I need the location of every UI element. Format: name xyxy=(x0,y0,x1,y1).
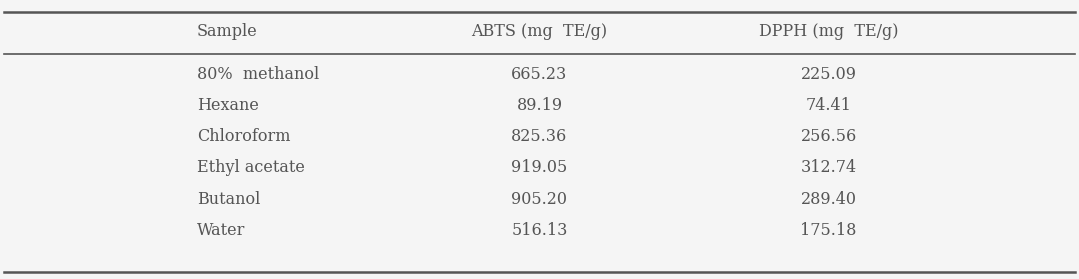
Text: Hexane: Hexane xyxy=(196,97,259,114)
Text: 289.40: 289.40 xyxy=(801,191,857,208)
Text: Sample: Sample xyxy=(196,23,258,40)
Text: 175.18: 175.18 xyxy=(801,222,857,239)
Text: Ethyl acetate: Ethyl acetate xyxy=(196,159,304,176)
Text: Water: Water xyxy=(196,222,245,239)
Text: ABTS (mg  TE/g): ABTS (mg TE/g) xyxy=(472,23,607,40)
Text: Chloroform: Chloroform xyxy=(196,128,290,145)
Text: 256.56: 256.56 xyxy=(801,128,857,145)
Text: 225.09: 225.09 xyxy=(801,66,857,83)
Text: DPPH (mg  TE/g): DPPH (mg TE/g) xyxy=(759,23,899,40)
Text: 80%  methanol: 80% methanol xyxy=(196,66,319,83)
Text: 89.19: 89.19 xyxy=(517,97,562,114)
Text: Butanol: Butanol xyxy=(196,191,260,208)
Text: 74.41: 74.41 xyxy=(806,97,851,114)
Text: 312.74: 312.74 xyxy=(801,159,857,176)
Text: 825.36: 825.36 xyxy=(511,128,568,145)
Text: 905.20: 905.20 xyxy=(511,191,568,208)
Text: 516.13: 516.13 xyxy=(511,222,568,239)
Text: 665.23: 665.23 xyxy=(511,66,568,83)
Text: 919.05: 919.05 xyxy=(511,159,568,176)
